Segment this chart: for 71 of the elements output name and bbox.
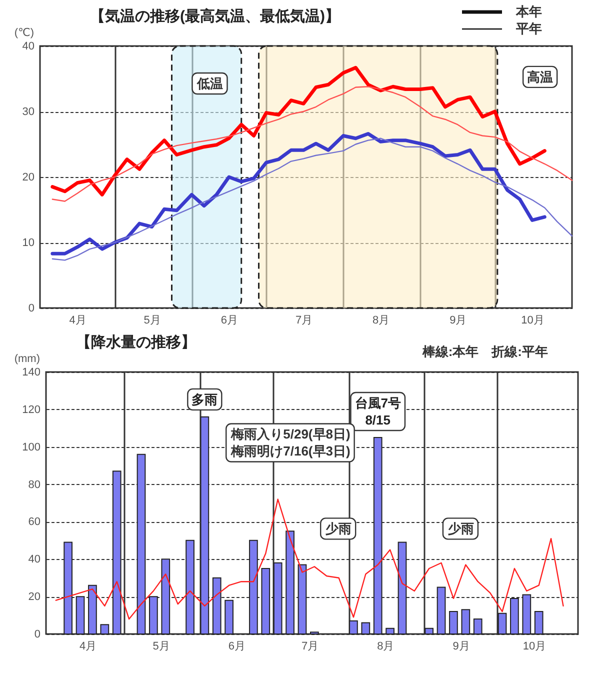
bar — [261, 568, 270, 634]
x-tick-label: 5月 — [144, 314, 161, 326]
bar — [424, 628, 434, 634]
y-tick-label: 120 — [22, 404, 40, 416]
line-series — [55, 498, 564, 620]
x-tick-label: 10月 — [521, 314, 544, 326]
bar — [349, 620, 358, 634]
bar — [76, 596, 85, 634]
bar — [149, 596, 158, 634]
bar — [136, 454, 146, 634]
bar — [398, 542, 407, 634]
y-tick-label: 140 — [22, 366, 40, 378]
chart-title: 【降水量の推移】 — [76, 334, 196, 351]
y-tick-label: 0 — [28, 302, 34, 314]
bar — [273, 562, 282, 634]
x-tick-label: 9月 — [450, 314, 467, 326]
y-tick-label: 0 — [34, 628, 40, 640]
bar — [212, 577, 222, 634]
x-tick-label: 8月 — [372, 314, 390, 326]
y-tick-label: 80 — [28, 478, 40, 491]
annotation: 少雨 — [446, 521, 474, 536]
text: 平年 — [515, 21, 542, 36]
bar — [64, 542, 72, 634]
text: 本年 — [515, 4, 542, 19]
x-tick-label: 7月 — [302, 640, 319, 652]
y-axis-title: (mm) — [14, 353, 40, 365]
annotation: 高温 — [527, 69, 554, 84]
bar — [436, 586, 446, 634]
bar — [286, 530, 294, 634]
y-tick-label: 100 — [22, 441, 40, 454]
bar — [249, 540, 258, 634]
x-tick-label: 4月 — [69, 314, 86, 326]
bar — [498, 612, 507, 634]
x-tick-label: 9月 — [452, 640, 470, 652]
x-tick-label: 10月 — [522, 640, 546, 652]
x-tick-label: 7月 — [295, 314, 313, 326]
x-tick-label: 6月 — [228, 640, 246, 652]
bar — [161, 558, 170, 634]
x-tick-label: 4月 — [80, 640, 97, 652]
bar — [186, 540, 194, 634]
bar — [373, 437, 382, 634]
annotation: 少雨 — [324, 521, 352, 536]
x-tick-label: 5月 — [152, 640, 170, 652]
y-tick-label: 20 — [22, 172, 34, 184]
annotation: 低温 — [196, 76, 224, 91]
bar — [200, 416, 210, 634]
x-tick-label: 8月 — [377, 640, 394, 652]
y-tick-label: 40 — [28, 554, 40, 566]
text: 棒線:本年 折線:平年 — [421, 344, 548, 359]
bar — [100, 624, 110, 634]
y-tick-label: 10 — [22, 237, 34, 249]
bar — [473, 618, 482, 634]
bar — [522, 594, 532, 634]
y-tick-label: 30 — [22, 106, 34, 118]
y-tick-label: 40 — [22, 40, 34, 52]
x-tick-label: 6月 — [220, 314, 238, 326]
bar — [298, 564, 307, 634]
bar — [534, 611, 544, 634]
bar — [88, 584, 97, 634]
chart-title: 【気温の推移(最高気温、最低気温)】 — [90, 7, 340, 25]
y-axis-title: (℃) — [14, 27, 34, 39]
y-tick-label: 60 — [28, 516, 40, 528]
bar — [449, 611, 458, 634]
y-tick-label: 20 — [28, 591, 40, 604]
bar — [510, 598, 519, 634]
bar — [461, 609, 470, 634]
annotation: 多雨 — [192, 392, 218, 407]
bar — [112, 470, 122, 634]
bar — [224, 600, 234, 634]
bar — [386, 628, 394, 634]
bar — [361, 622, 370, 634]
